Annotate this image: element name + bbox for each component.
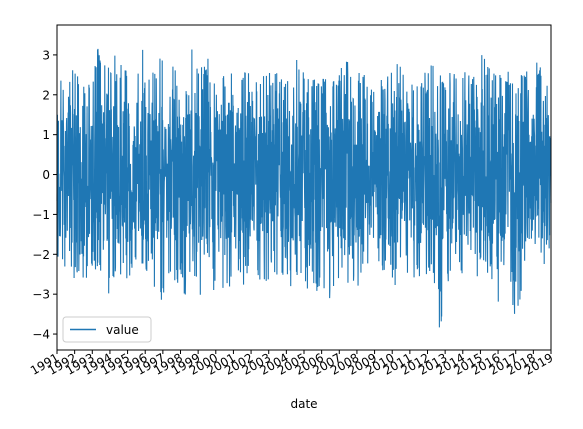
series-value-layer [56, 48, 552, 328]
series-value-line [56, 48, 552, 328]
y-tick-label: −1 [32, 208, 50, 222]
y-tick-label: 2 [42, 88, 50, 102]
y-tick-label: 0 [42, 168, 50, 182]
y-tick-label: 3 [42, 48, 50, 62]
legend-label-value: value [106, 323, 139, 337]
y-tick-label: −3 [32, 288, 50, 302]
legend: value [62, 316, 152, 343]
y-tick-label: 1 [42, 128, 50, 142]
y-axis: 3 2 1 0 −1 −2 −3 −4 [32, 48, 57, 342]
y-tick-label: −4 [32, 328, 50, 342]
y-tick-label: −2 [32, 248, 50, 262]
legend-box [62, 316, 152, 343]
x-axis-label: date [290, 397, 317, 411]
